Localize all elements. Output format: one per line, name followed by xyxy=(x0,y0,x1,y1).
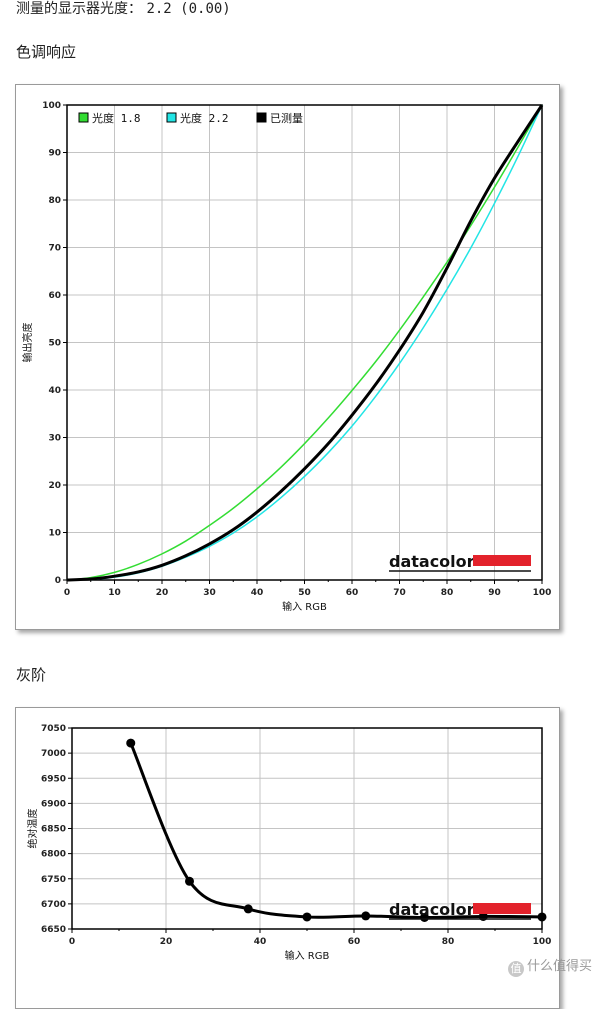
datacolor-logo-bar xyxy=(473,903,531,914)
y-tick-label: 6850 xyxy=(41,825,66,835)
y-tick-label: 7000 xyxy=(41,749,66,759)
y-tick-label: 20 xyxy=(48,481,61,491)
y-tick-label: 6650 xyxy=(41,925,66,935)
legend-swatch xyxy=(78,112,89,123)
y-tick-label: 30 xyxy=(48,434,61,444)
y-axis-label: 输出亮度 xyxy=(21,323,34,363)
x-axis-label: 输入 RGB xyxy=(285,949,330,962)
grayscale-title: 灰阶 xyxy=(16,666,47,684)
x-tick-label: 70 xyxy=(393,588,406,598)
x-tick-label: 80 xyxy=(441,588,454,598)
x-tick-label: 30 xyxy=(203,588,216,598)
measured-gamma-line: 测量的显示器光度： 2.2 (0.00) xyxy=(16,0,231,18)
y-tick-label: 0 xyxy=(55,576,61,586)
plot-frame xyxy=(71,727,543,930)
measured-gamma-value: 2.2 (0.00) xyxy=(146,1,231,17)
tone-response-title: 色调响应 xyxy=(16,43,77,61)
x-tick-label: 20 xyxy=(156,588,169,598)
x-tick-label: 90 xyxy=(488,588,501,598)
x-tick-label: 0 xyxy=(69,937,75,947)
y-tick-label: 6900 xyxy=(41,799,66,809)
y-tick-label: 6750 xyxy=(41,875,66,885)
y-tick-label: 90 xyxy=(48,149,61,159)
x-tick-label: 80 xyxy=(442,937,455,947)
tone-response-panel: 0 10 20 30 40 50 60 70 80 90 100 0 10 20 30 40 50 60 70 80 9… xyxy=(15,84,560,630)
x-tick-label: 10 xyxy=(108,588,121,598)
plot-frame xyxy=(66,104,543,581)
legend-swatch xyxy=(166,112,177,123)
data-point xyxy=(126,738,136,748)
x-tick-label: 50 xyxy=(298,588,311,598)
measured-gamma-label: 测量的显示器光度： xyxy=(16,1,142,17)
y-tick-label: 40 xyxy=(48,386,61,396)
x-tick-label: 20 xyxy=(160,937,173,947)
legend-label: 光度 2.2 xyxy=(180,111,229,125)
x-tick-label: 40 xyxy=(251,588,264,598)
y-tick-label: 6950 xyxy=(41,774,66,784)
watermark-icon: 值 xyxy=(507,961,524,977)
data-point xyxy=(537,912,547,922)
x-tick-label: 60 xyxy=(348,937,361,947)
x-tick-label: 100 xyxy=(533,937,552,947)
data-point xyxy=(185,876,194,886)
y-tick-label: 6700 xyxy=(41,900,66,910)
data-point xyxy=(302,912,312,922)
series-line-3 xyxy=(66,104,544,582)
x-tick-label: 100 xyxy=(533,588,552,598)
y-tick-label: 6800 xyxy=(41,850,66,860)
y-tick-label: 50 xyxy=(48,339,61,349)
data-point xyxy=(243,904,253,914)
x-tick-label: 40 xyxy=(254,937,267,947)
y-tick-label: 100 xyxy=(42,101,61,111)
y-tick-label: 70 xyxy=(48,244,61,254)
x-tick-label: 0 xyxy=(64,588,70,598)
datacolor-logo-bar xyxy=(473,555,531,566)
legend-label: 光度 1.8 xyxy=(92,111,141,125)
y-tick-label: 10 xyxy=(48,529,61,539)
x-axis-label: 输入 RGB xyxy=(282,600,327,613)
y-tick-label: 7050 xyxy=(41,724,66,734)
y-tick-label: 60 xyxy=(48,291,61,301)
grayscale-chart: 0 20 40 60 80 100 6650 6700 6750 6800 6850 6900 6950… xyxy=(26,724,552,962)
datacolor-logo-text: datacolor xyxy=(389,900,475,919)
y-tick-label: 80 xyxy=(48,196,61,206)
y-axis-label: 绝对温度 xyxy=(26,809,39,849)
datacolor-logo-text: datacolor xyxy=(389,552,475,571)
grayscale-panel: 0 20 40 60 80 100 6650 6700 6750 6800 6850 6900 6950… xyxy=(15,707,560,1009)
tone-response-chart: 0 10 20 30 40 50 60 70 80 90 100 0 10 20 30 40 50 60 70 80 9… xyxy=(21,101,552,613)
watermark-text: 什么值得买 xyxy=(526,959,592,974)
x-tick-label: 60 xyxy=(346,588,359,598)
series-line-1 xyxy=(129,742,543,919)
data-point xyxy=(361,911,371,921)
legend-label: 已测量 xyxy=(270,112,303,125)
legend-swatch xyxy=(256,112,267,123)
site-watermark: 值什么值得买 xyxy=(507,955,592,977)
